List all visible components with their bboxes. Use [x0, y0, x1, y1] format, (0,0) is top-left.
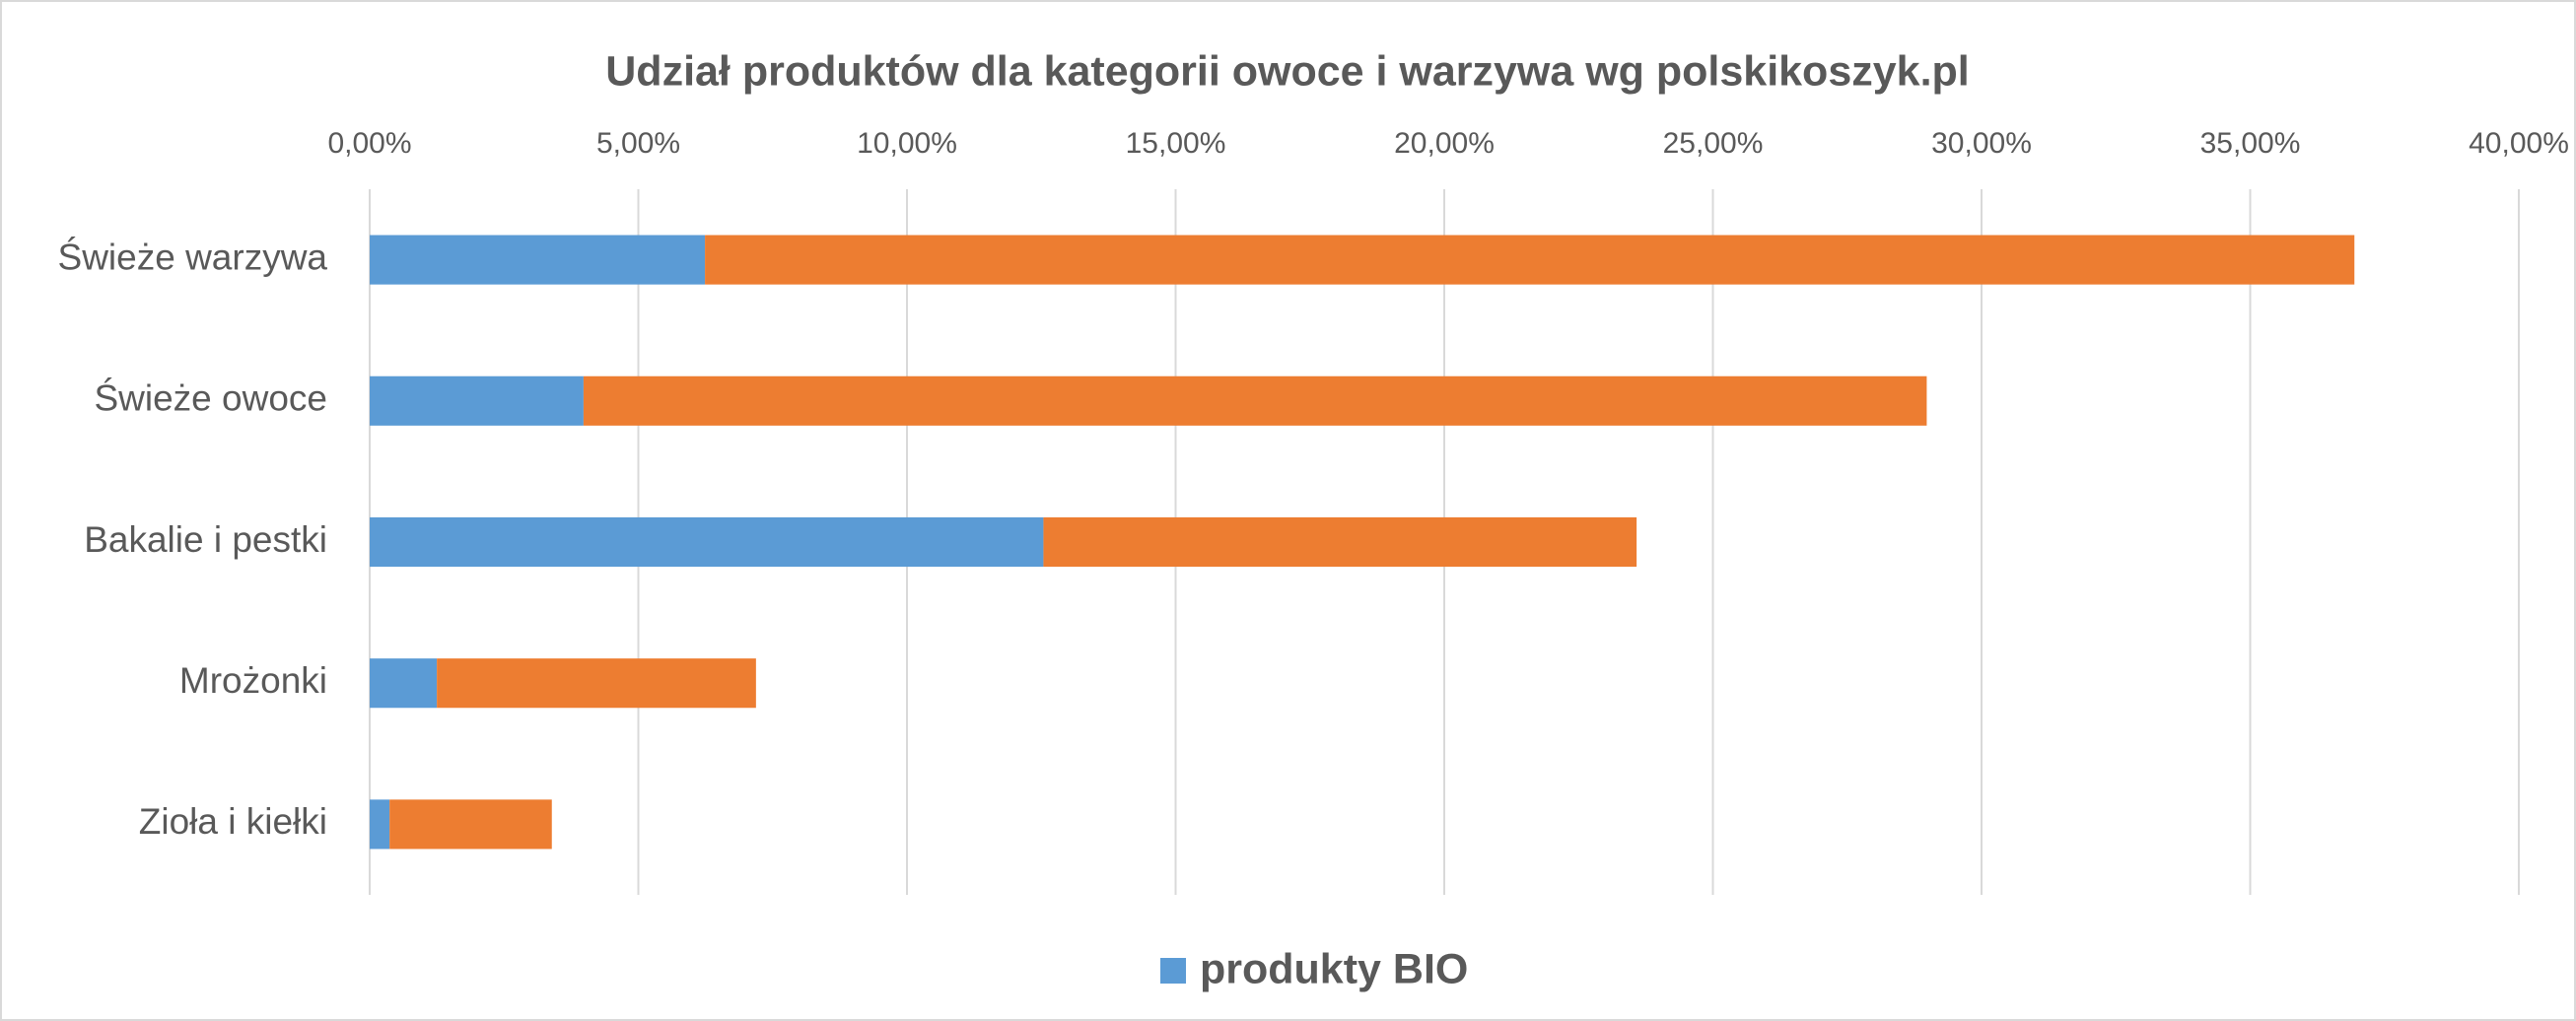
bar-segment: [705, 235, 2355, 285]
x-tick-label: 0,00%: [327, 127, 411, 160]
bar-segment: [370, 658, 438, 709]
x-tick-label: 20,00%: [1394, 127, 1495, 160]
y-tick-label: Świeże owoce: [94, 377, 327, 419]
x-tick-label: 30,00%: [1931, 127, 2032, 160]
x-tick-label: 10,00%: [857, 127, 957, 160]
legend-label: produkty BIO: [1200, 945, 1468, 992]
bar-segment: [370, 516, 1044, 568]
y-tick-label: Bakalie i pestki: [84, 519, 327, 560]
y-tick-label: Mrożonki: [179, 660, 327, 701]
x-tick-label: 40,00%: [2469, 127, 2569, 160]
y-tick-label: Świeże warzywa: [58, 236, 328, 277]
bar-segment: [370, 235, 706, 285]
bar-segment: [389, 799, 552, 850]
x-tick-label: 5,00%: [596, 127, 680, 160]
bar-segment: [583, 375, 1927, 426]
bar-segment: [370, 799, 390, 850]
x-tick-label: 35,00%: [2200, 127, 2301, 160]
x-tick-label: 25,00%: [1663, 127, 1764, 160]
chart-title: Udział produktów dla kategorii owoce i w…: [605, 47, 1969, 95]
x-tick-label: 15,00%: [1126, 127, 1226, 160]
bar-segment: [370, 375, 584, 426]
bar-segment: [437, 658, 756, 709]
legend-swatch: [1160, 958, 1186, 984]
y-tick-label: Zioła i kiełki: [139, 801, 327, 842]
bar-segment: [1043, 516, 1637, 568]
